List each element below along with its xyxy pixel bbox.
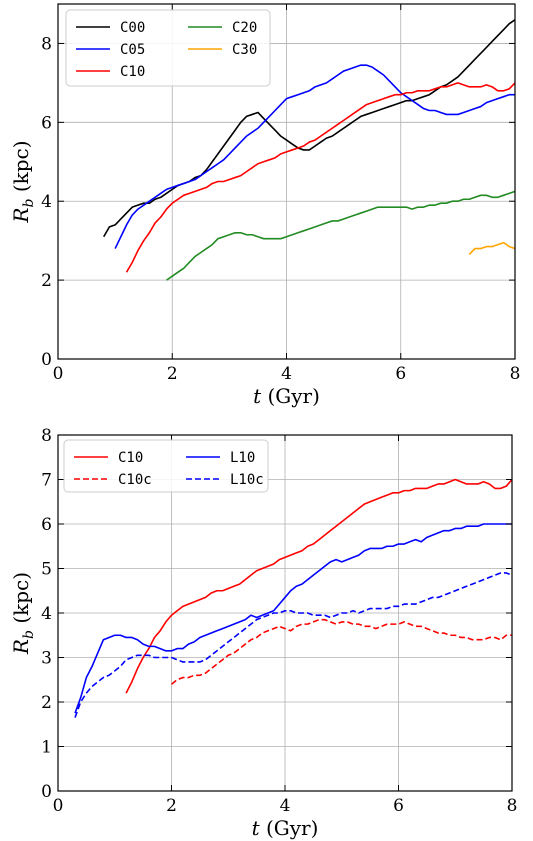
y-tick-label: 6 — [41, 515, 52, 535]
series-line-c05 — [114, 64, 515, 249]
y-tick-label: 0 — [41, 350, 52, 370]
legend: C10 C10c L10 L10c — [63, 439, 269, 493]
legend-label-c05: C05 — [120, 42, 145, 58]
y-tick-label: 7 — [41, 471, 52, 491]
y-tick-label: 8 — [41, 426, 52, 446]
chart-panel-2: 0 2 4 6 8 0 1 2 3 4 5 6 7 8 t (Gyr) Rb (kpc) C10 C10c L10 L… — [9, 426, 517, 840]
y-tick-label: 0 — [41, 782, 52, 802]
legend-label-c20: C20 — [232, 20, 257, 36]
series-line-c10c — [171, 618, 512, 685]
x-tick-label: 0 — [53, 364, 64, 384]
series-line-c30 — [468, 241, 516, 256]
series-line-c10 — [125, 82, 516, 273]
x-tick-label: 6 — [395, 364, 406, 384]
legend-label-c30: C30 — [232, 42, 257, 58]
chart-panel-1: 0 2 4 6 8 0 2 4 6 8 t (Gyr) Rb (kpc) C00 C05 C10 C20 C30 — [9, 3, 521, 408]
x-tick-label: 4 — [281, 364, 292, 384]
series-line-l10c — [74, 572, 513, 718]
x-axis-label: t (Gyr) — [253, 384, 320, 408]
y-tick-label: 4 — [41, 604, 52, 624]
x-axis-label: t (Gyr) — [252, 816, 319, 840]
y-axis-label: Rb (kpc) — [9, 572, 37, 655]
legend-box — [65, 9, 271, 87]
x-tick-label: 2 — [166, 796, 177, 816]
y-tick-label: 2 — [41, 693, 52, 713]
series-line-c20 — [166, 190, 516, 281]
y-tick-label: 3 — [41, 649, 52, 669]
legend-label-c00: C00 — [120, 20, 145, 36]
x-tick-label: 4 — [280, 796, 291, 816]
x-tick-label: 2 — [167, 364, 178, 384]
x-tick-label: 8 — [510, 364, 521, 384]
y-tick-label: 5 — [41, 560, 52, 580]
legend-label-c10: C10 — [120, 64, 145, 80]
legend-label-l10: L10 — [230, 450, 255, 466]
x-tick-label: 0 — [53, 796, 64, 816]
legend-label-c10: C10 — [118, 450, 143, 466]
y-tick-label: 6 — [41, 113, 52, 133]
series-line-c10 — [125, 478, 513, 694]
x-tick-label: 6 — [393, 796, 404, 816]
series-line-c00 — [103, 19, 516, 238]
legend-label-l10c: L10c — [230, 472, 264, 488]
y-tick-label: 4 — [41, 192, 52, 212]
y-axis-label: Rb (kpc) — [9, 140, 37, 223]
legend-label-c10c: C10c — [118, 472, 152, 488]
legend: C00 C05 C10 C20 C30 — [65, 9, 271, 87]
y-tick-label: 2 — [41, 271, 52, 291]
y-tick-label: 1 — [41, 738, 52, 758]
x-tick-label: 8 — [507, 796, 518, 816]
series-line-l10 — [74, 523, 512, 714]
y-tick-label: 8 — [41, 34, 52, 54]
